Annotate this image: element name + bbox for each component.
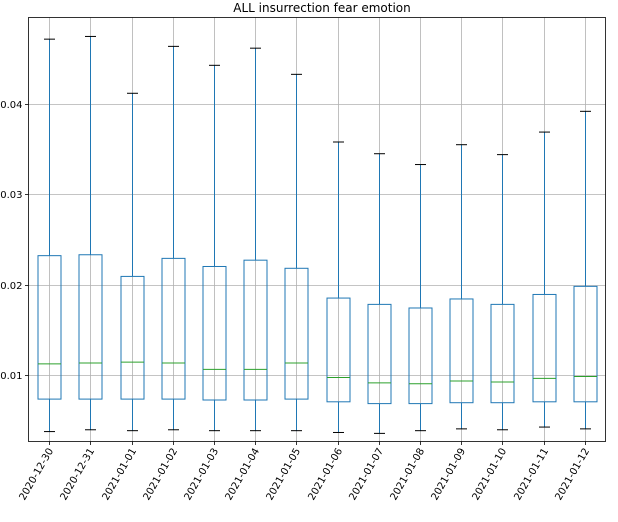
x-tick-label: 2021-01-09	[430, 447, 469, 503]
box-rect	[202, 265, 227, 401]
box-item	[243, 47, 268, 432]
y-tick-label: 0.01	[0, 371, 22, 382]
x-tick-label: 2021-01-10	[471, 447, 510, 503]
x-tick-label: 2021-01-12	[554, 447, 593, 503]
box-rect	[37, 255, 62, 400]
x-tick-label: 2021-01-01	[101, 447, 140, 503]
box-rect	[326, 297, 351, 403]
x-tick-label: 2021-01-02	[142, 447, 181, 503]
x-tick-label: 2021-01-04	[224, 447, 263, 503]
x-tick-label: 2021-01-03	[183, 447, 222, 503]
box-item	[37, 38, 62, 433]
y-tick-label: 0.04	[0, 100, 22, 111]
box-item	[284, 73, 309, 432]
x-tick-label: 2020-12-30	[18, 447, 57, 503]
box-item	[202, 64, 227, 432]
box-item	[161, 45, 186, 431]
box-item	[120, 92, 145, 432]
box-rect	[120, 275, 145, 400]
box-item	[490, 154, 515, 431]
box-rect	[78, 254, 103, 400]
box-rect	[490, 303, 515, 404]
box-layer	[37, 35, 598, 434]
box-rect	[243, 259, 268, 401]
box-rect	[573, 285, 598, 403]
x-tick-label: 2021-01-11	[513, 447, 552, 503]
x-tick-label: 2020-12-31	[59, 447, 98, 503]
box-rect	[161, 257, 186, 400]
x-tick-label: 2021-01-05	[265, 447, 304, 503]
y-tick-label: 0.03	[0, 190, 22, 201]
box-item	[367, 153, 392, 434]
box-rect	[408, 307, 433, 405]
box-item	[78, 35, 103, 431]
box-rect	[449, 298, 474, 404]
box-item	[573, 110, 598, 430]
box-rect	[367, 303, 392, 405]
grid-layer	[28, 17, 606, 442]
y-tick-label: 0.02	[0, 281, 22, 292]
box-item	[532, 131, 557, 428]
chart-title: ALL insurrection fear emotion	[233, 1, 410, 15]
box-item	[408, 164, 433, 432]
x-tick-label: 2021-01-08	[389, 447, 428, 503]
box-item	[326, 141, 351, 433]
box-rect	[532, 293, 557, 403]
plot-frame	[28, 17, 606, 442]
x-tick-label: 2021-01-07	[348, 447, 387, 503]
box-item	[449, 144, 474, 430]
box-rect	[284, 267, 309, 400]
x-tick-label: 2021-01-06	[307, 447, 346, 503]
